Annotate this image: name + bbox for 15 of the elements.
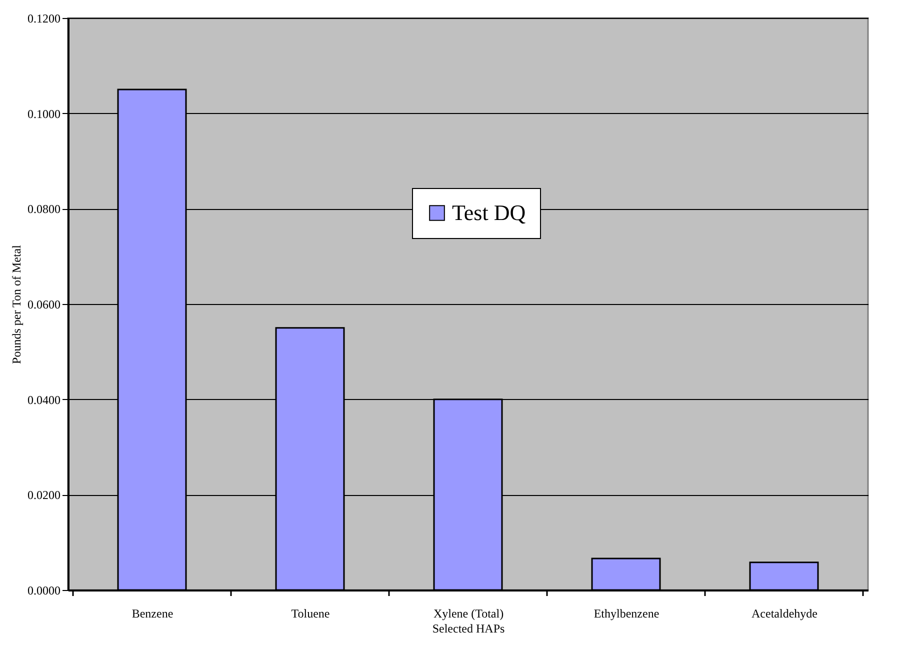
- x-tick-label: Ethylbenzene: [594, 606, 660, 620]
- y-axis-title: Pounds per Ton of Metal: [10, 244, 24, 364]
- y-tick-label: 0.0400: [28, 392, 60, 407]
- y-tick-label: 0.0200: [28, 488, 60, 502]
- legend-label: Test DQ: [452, 200, 526, 225]
- x-tick-label: Xylene (Total): [433, 606, 504, 620]
- x-tick-label: Toluene: [291, 606, 330, 620]
- y-tick-label: 0.0000: [28, 584, 60, 598]
- x-tick-label: Benzene: [132, 606, 174, 620]
- y-tick-label: 0.0800: [28, 202, 60, 216]
- y-tick-label: 0.1000: [28, 106, 60, 121]
- y-tick-label: 0.1200: [28, 12, 60, 26]
- x-tick-label: Acetaldehyde: [752, 606, 818, 620]
- x-axis-title: Selected HAPs: [432, 622, 505, 636]
- y-tick-label: 0.0600: [28, 298, 60, 312]
